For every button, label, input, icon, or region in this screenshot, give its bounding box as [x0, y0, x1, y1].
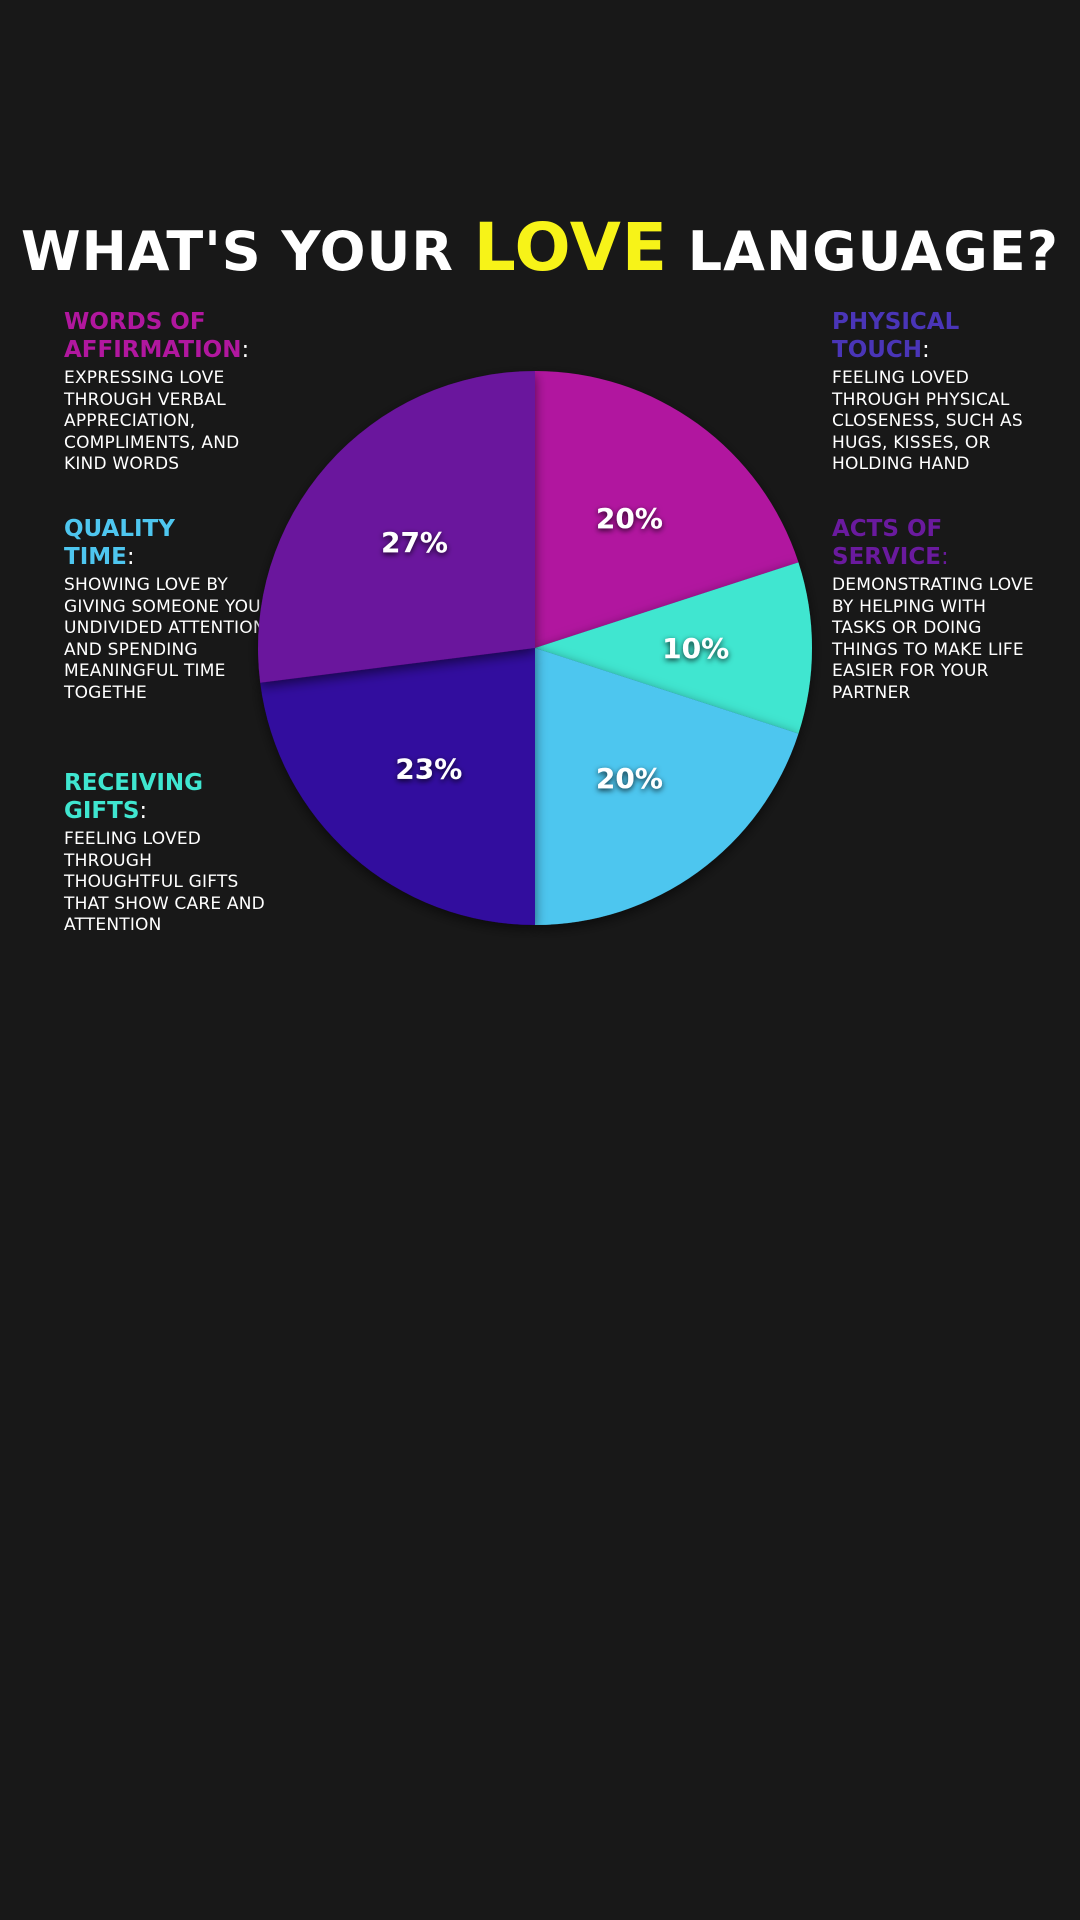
legend-heading: WORDS OF AFFIRMATION: — [64, 308, 274, 364]
pie-slice-label-2: 10% — [662, 632, 729, 665]
pie-slice-5 — [258, 371, 535, 683]
pie-slice-label-5: 27% — [381, 526, 448, 559]
legend-colon: : — [139, 798, 148, 824]
pie-slice-label-3: 20% — [596, 762, 663, 795]
legend-acts-of-service: ACTS OF SERVICE: DEMONSTRATING LOVE BY H… — [832, 515, 1042, 704]
title-before: WHAT'S YOUR — [21, 220, 474, 283]
legend-heading-line2: AFFIRMATION — [64, 337, 242, 363]
legend-colon: : — [126, 544, 135, 570]
legend-heading: RECEIVING GIFTS: — [64, 769, 274, 825]
legend-heading: QUALITY TIME: — [64, 515, 274, 571]
legend-heading-line1: ACTS OF — [832, 516, 943, 542]
legend-heading: PHYSICAL TOUCH: — [832, 308, 1042, 364]
legend-quality-time: QUALITY TIME: SHOWING LOVE BY GIVING SOM… — [64, 515, 274, 704]
legend-colon: : — [241, 337, 250, 363]
pie-slice-2 — [535, 562, 812, 734]
legend-heading-line2: TIME — [64, 544, 127, 570]
title-after: LANGUAGE? — [667, 220, 1059, 283]
legend-description: FEELING LOVED THROUGH PHYSICAL CLOSENESS… — [832, 368, 1023, 474]
legend-receiving-gifts: RECEIVING GIFTS: FEELING LOVED THROUGH T… — [64, 769, 274, 937]
legend-physical-touch: PHYSICAL TOUCH: FEELING LOVED THROUGH PH… — [832, 308, 1042, 476]
legend-heading-line2: SERVICE — [832, 544, 941, 570]
pie-slice-label-4: 23% — [395, 753, 462, 786]
pie-slice-3 — [535, 648, 799, 925]
pie-slice-4 — [260, 648, 535, 925]
legend-heading-line2: TOUCH — [832, 337, 923, 363]
title-accent: LOVE — [473, 209, 668, 286]
legend-heading: ACTS OF SERVICE: — [832, 515, 1042, 571]
legend-heading-line1: PHYSICAL — [832, 309, 960, 335]
page-title: WHAT'S YOUR LOVE LANGUAGE? — [0, 208, 1080, 292]
legend-heading-line1: WORDS OF — [64, 309, 206, 335]
legend-colon: : — [940, 544, 949, 570]
legend-colon: : — [922, 337, 930, 363]
pie-slices — [258, 371, 812, 925]
pie-labels: 20% 10% 20% 23% 27% — [381, 502, 729, 795]
pie-slice-1 — [535, 371, 799, 648]
legend-description: SHOWING LOVE BY GIVING SOMEONE YOUR UNDI… — [64, 575, 273, 703]
pie-slice-label-1: 20% — [596, 502, 663, 535]
legend-words-of-affirmation: WORDS OF AFFIRMATION: EXPRESSING LOVE TH… — [64, 308, 274, 476]
legend-description: EXPRESSING LOVE THROUGH VERBAL APPRECIAT… — [64, 368, 240, 474]
legend-heading-line1: QUALITY — [64, 516, 175, 542]
legend-heading-line1: RECEIVING — [64, 770, 204, 796]
legend-heading-line2: GIFTS — [64, 798, 140, 824]
legend-description: FEELING LOVED THROUGH THOUGHTFUL GIFTS T… — [64, 829, 265, 935]
legend-description: DEMONSTRATING LOVE BY HELPING WITH TASKS… — [832, 575, 1034, 703]
